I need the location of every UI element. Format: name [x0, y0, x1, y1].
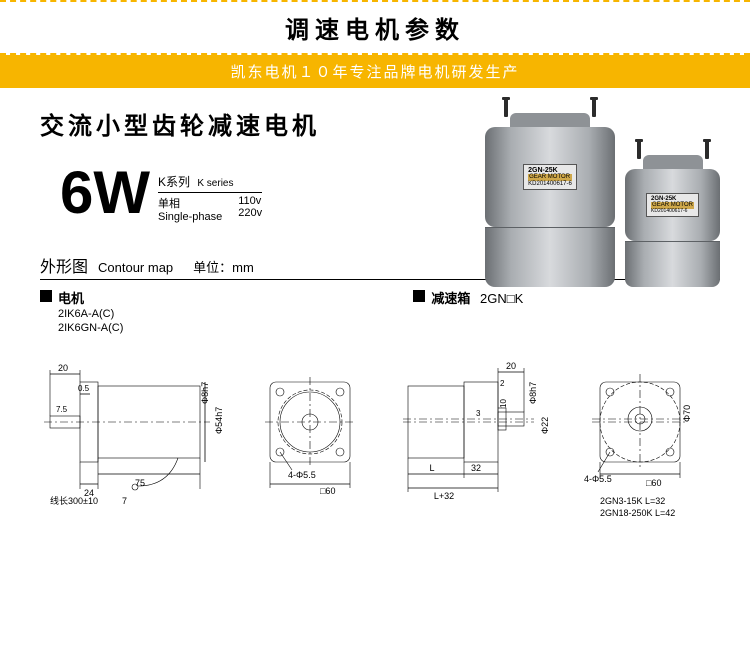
svg-text:2GN3-15K L=32: 2GN3-15K L=32	[600, 496, 665, 506]
motor-large: 2GN-25K GEAR MOTOR KD201400617-6	[485, 93, 615, 287]
wattage: 6W	[60, 163, 150, 223]
series-cn: K系列	[158, 175, 190, 189]
page-title: 调速电机参数	[0, 2, 750, 53]
gearbox-section-label: 减速箱 2GN□K	[413, 288, 523, 336]
svg-text:线长300±10: 线长300±10	[50, 495, 98, 506]
svg-text:32: 32	[471, 463, 481, 473]
voltage-1: 110v	[238, 195, 262, 207]
motor-small: 2GN-25K GEAR MOTOR KD201400617-6	[625, 105, 720, 287]
series-en: K series	[197, 178, 233, 189]
svg-text:□60: □60	[320, 486, 335, 496]
svg-text:20: 20	[58, 363, 68, 373]
svg-text:0.5: 0.5	[78, 384, 90, 393]
svg-text:Φ54h7: Φ54h7	[214, 406, 224, 433]
motor-section-label: 电机 2IK6A-A(C) 2IK6GN-A(C)	[40, 288, 123, 336]
gearbox-model: 2GN□K	[480, 291, 523, 306]
svg-text:10: 10	[499, 398, 508, 407]
motor-model-1: 2IK6A-A(C)	[58, 307, 123, 321]
motor-label: 电机	[58, 291, 84, 306]
svg-text:Φ70: Φ70	[682, 404, 692, 421]
gearbox-drawing: 20 2 Φ8h7 Φ22 10 3 L 32 L+32	[400, 344, 740, 544]
svg-text:Φ22: Φ22	[540, 416, 550, 433]
svg-text:20: 20	[506, 361, 516, 371]
phase-cn: 单相	[158, 195, 222, 211]
motor-line2: GEAR MOTOR	[528, 174, 572, 181]
motor-model-2: 2IK6GN-A(C)	[58, 321, 123, 335]
gearbox-label: 减速箱	[431, 291, 470, 306]
contour-cn: 外形图	[40, 253, 88, 277]
voltage-2: 220v	[238, 207, 262, 219]
svg-text:7.5: 7.5	[56, 405, 68, 414]
contour-unit: 单位：mm	[193, 257, 254, 276]
motor-images: 2GN-25K GEAR MOTOR KD201400617-6 2GN-25K…	[485, 93, 720, 287]
svg-text:75: 75	[135, 478, 145, 488]
contour-en: Contour map	[98, 260, 173, 275]
phase-en: Single-phase	[158, 211, 222, 223]
svg-text:□60: □60	[646, 478, 661, 488]
svg-text:7: 7	[122, 496, 127, 506]
svg-text:2GN18-250K L=42: 2GN18-250K L=42	[600, 508, 675, 518]
svg-text:L: L	[429, 463, 434, 473]
motor-drawing: 20 0.5 7.5 Φ8h7 Φ54h7 75 24	[40, 344, 380, 544]
svg-text:Φ8h7: Φ8h7	[528, 381, 538, 403]
svg-text:4-Φ5.5: 4-Φ5.5	[584, 474, 612, 484]
svg-text:4-Φ5.5: 4-Φ5.5	[288, 470, 316, 480]
motor-line3: KD201400617-6	[528, 181, 572, 188]
svg-text:3: 3	[476, 409, 481, 418]
subtitle-banner: 凯东电机１０年专注品牌电机研发生产	[0, 55, 750, 88]
motor-model: 2GN-25K	[528, 167, 572, 175]
svg-text:L+32: L+32	[434, 491, 454, 501]
svg-text:2: 2	[500, 379, 505, 388]
